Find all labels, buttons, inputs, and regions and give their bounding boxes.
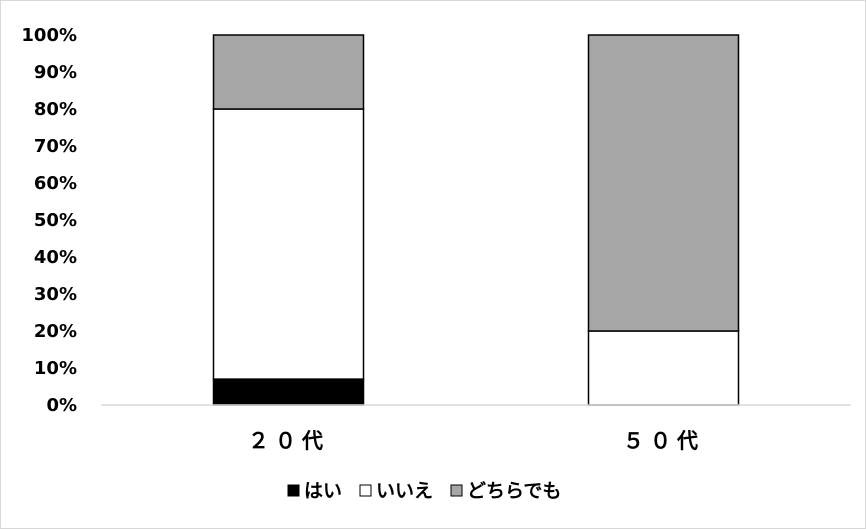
y-tick-labels: 0% 10% 20% 30% 40% 50% 60% 70% 80% 90% 100%: [21, 25, 77, 416]
y-tick-label: 100%: [21, 25, 77, 46]
y-tick-label: 10%: [34, 358, 77, 379]
y-tick-label: 0%: [46, 395, 77, 416]
bar-segment-2-series-3: [587, 34, 740, 332]
y-tick-label: 30%: [34, 284, 77, 305]
bars-layer: [212, 34, 740, 406]
legend-swatch: [359, 484, 372, 497]
y-tick-label: 20%: [34, 321, 77, 342]
legend-label: いいえ: [376, 480, 433, 502]
y-tick-label: 40%: [34, 247, 77, 268]
y-tick-label: 60%: [34, 173, 77, 194]
legend-label: どちらでも: [467, 480, 561, 502]
bar-segment-1-series-1: [212, 378, 365, 406]
x-category-label: ５０代: [623, 429, 704, 453]
y-tick-label: 80%: [34, 99, 77, 120]
bar-segment-1-series-3: [212, 34, 365, 110]
x-category-label: ２０代: [248, 429, 329, 453]
legend-swatch: [450, 484, 463, 497]
y-tick-label: 50%: [34, 210, 77, 231]
legend-swatch: [287, 484, 300, 497]
legend-label: はい: [304, 480, 342, 502]
legend: はい いいえ どちらでも: [287, 480, 561, 502]
y-tick-label: 70%: [34, 136, 77, 157]
y-tick-label: 90%: [34, 62, 77, 83]
bar-segment-2-series-2: [587, 330, 740, 406]
x-category-labels: ２０代 ５０代: [248, 429, 704, 453]
bar-segment-1-series-2: [212, 108, 365, 380]
